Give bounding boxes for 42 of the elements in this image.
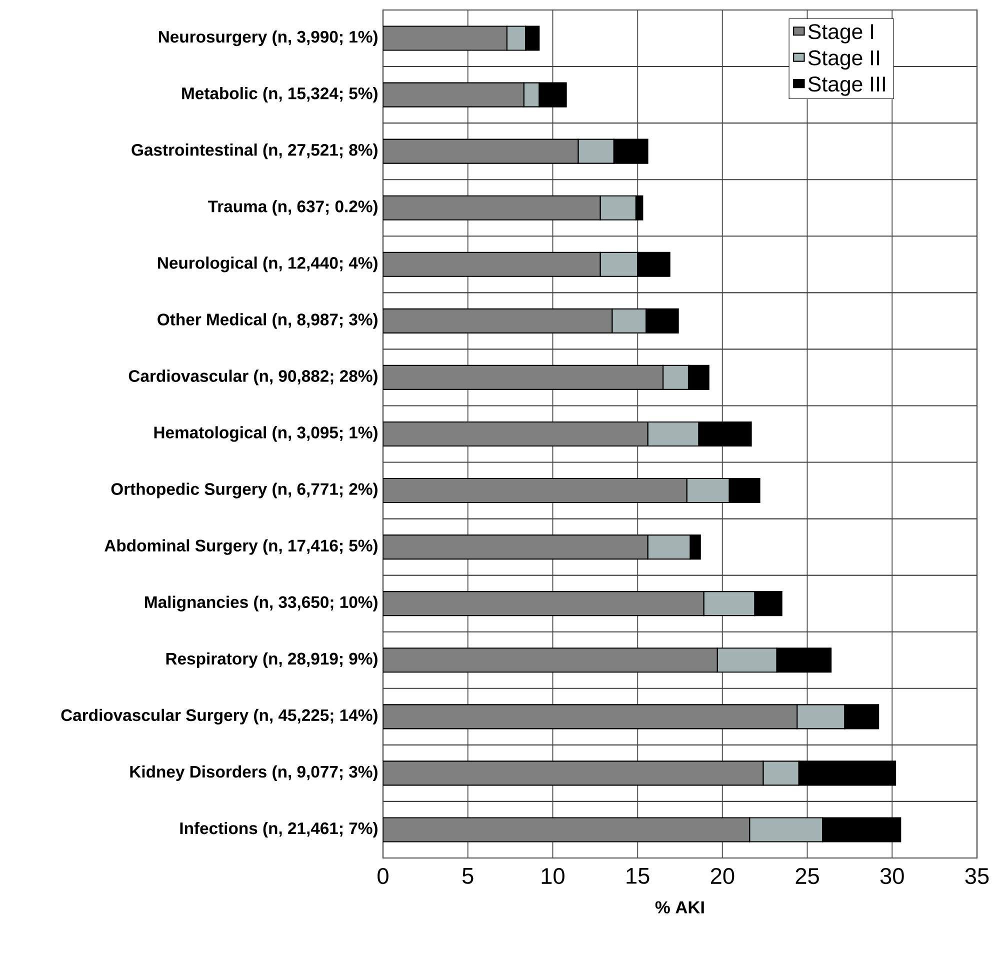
x-tick-label: 30	[880, 868, 904, 884]
bar	[383, 26, 508, 51]
y-tick-label: Infections (n, 21,461; 7%)	[180, 822, 378, 838]
y-tick-label: Respiratory (n, 28,919; 9%)	[166, 652, 378, 668]
x-tick-label: 20	[710, 868, 734, 884]
x-tick-label: 35	[965, 868, 989, 884]
bar	[383, 534, 648, 560]
y-tick-label: Metabolic (n, 15,324; 5%)	[182, 87, 378, 103]
x-tick-label: 10	[542, 868, 564, 884]
bar	[383, 817, 750, 842]
y-tick-label: Kidney Disorders (n, 9,077; 3%)	[130, 765, 378, 781]
y-tick-label: Abdominal Surgery (n, 17,416; 5%)	[104, 539, 378, 555]
y-tick-label: Cardiovascular Surgery (n, 45,225; 14%)	[61, 708, 378, 724]
y-tick-label: Neurosurgery (n, 3,990; 1%)	[158, 30, 378, 46]
x-tick-label: 15	[626, 868, 650, 884]
y-tick-label: Trauma (n, 637; 0.2%)	[208, 200, 378, 216]
x-tick-label: 5	[462, 868, 474, 884]
bar	[383, 648, 718, 673]
bar	[383, 82, 524, 108]
legend-label: Stage II	[808, 50, 879, 70]
bar	[383, 760, 764, 786]
y-tick-label: Cardiovascular (n, 90,882; 28%)	[128, 370, 378, 386]
bar	[383, 591, 704, 616]
legend-label: Stage III	[808, 76, 885, 96]
bar	[383, 138, 579, 164]
y-tick-label: Hematological (n, 3,095; 1%)	[154, 426, 378, 442]
bar	[383, 195, 601, 220]
legend-label: Stage I	[808, 24, 874, 44]
bar	[383, 308, 613, 334]
bar	[383, 421, 648, 447]
x-tick-label: 0	[378, 868, 388, 884]
x-axis-title: % AKI	[655, 901, 704, 914]
y-tick-label: Neurological (n, 12,440; 4%)	[158, 256, 378, 272]
y-tick-label: Orthopedic Surgery (n, 6,771; 2%)	[111, 482, 378, 498]
bar	[383, 252, 601, 277]
bar	[383, 364, 664, 390]
x-tick-label: 25	[796, 868, 819, 884]
y-tick-label: Gastrointestinal (n, 27,521; 8%)	[132, 144, 378, 160]
bar	[383, 478, 688, 504]
y-tick-label: Other Medical (n, 8,987; 3%)	[158, 313, 378, 329]
y-tick-label: Malignancies (n, 33,650; 10%)	[145, 596, 378, 612]
bar	[383, 704, 798, 730]
